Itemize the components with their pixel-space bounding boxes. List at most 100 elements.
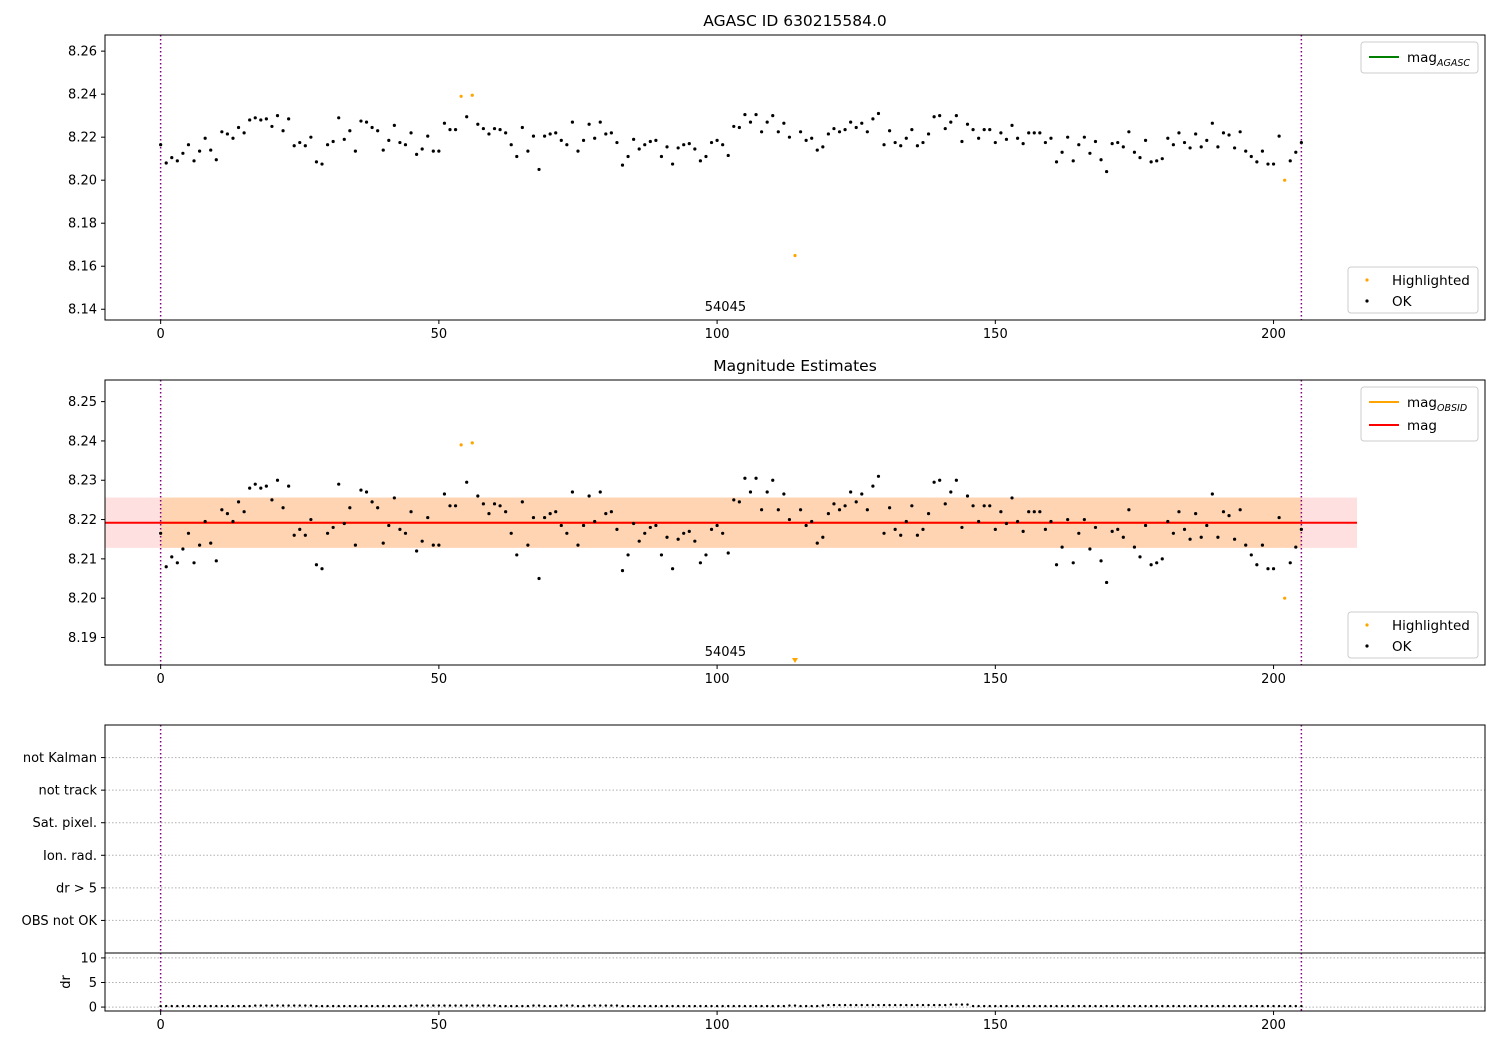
dr-point: [910, 1003, 914, 1007]
dr-point: [159, 1004, 162, 1008]
dr-point: [1255, 1004, 1259, 1008]
dr-point: [643, 1004, 646, 1008]
dr-point: [554, 1004, 557, 1008]
dr-point: [1166, 1004, 1170, 1008]
dr-point: [827, 1003, 830, 1007]
dr-point: [504, 1004, 507, 1008]
dr-point: [626, 1004, 630, 1008]
ok-point: [548, 132, 552, 136]
dr-point: [348, 1004, 352, 1008]
ok-point: [910, 128, 914, 132]
ok-point: [492, 502, 497, 506]
dr-point: [715, 1004, 719, 1008]
dr-point: [170, 1004, 173, 1008]
ok-point: [181, 151, 185, 155]
ok-point: [1199, 145, 1203, 149]
ok-point: [554, 510, 558, 514]
dr-point: [665, 1004, 669, 1008]
highlighted-point: [470, 441, 474, 445]
ok-point: [760, 130, 764, 134]
ok-point: [999, 131, 1003, 135]
ok-point: [932, 480, 936, 484]
x-tick-label: 50: [431, 327, 448, 342]
ok-point: [587, 494, 591, 498]
ok-point: [1060, 150, 1064, 154]
ok-point: [926, 132, 931, 136]
ok-point: [1266, 567, 1270, 571]
ok-point: [320, 162, 324, 166]
ok-point: [242, 510, 246, 514]
ok-point: [159, 143, 163, 147]
ok-point: [281, 506, 285, 510]
y-tick-label: 8.18: [68, 217, 97, 232]
ok-point: [993, 140, 997, 145]
ok-point: [453, 128, 458, 132]
ok-point: [581, 523, 586, 528]
ok-point: [1255, 563, 1259, 567]
highlighted-point: [793, 253, 797, 258]
dr-point: [382, 1004, 385, 1008]
dr-point: [1233, 1004, 1236, 1008]
ok-point: [632, 521, 636, 526]
dr-point: [882, 1003, 886, 1007]
ok-point: [670, 567, 675, 571]
ok-point: [1160, 157, 1164, 161]
ok-point: [392, 496, 396, 500]
dr-point: [1200, 1004, 1203, 1008]
dr-point: [749, 1004, 752, 1008]
x-tick-label: 0: [157, 672, 165, 687]
ok-point: [292, 533, 296, 537]
ok-point: [609, 131, 613, 135]
ok-point: [748, 120, 753, 124]
ok-point: [231, 136, 235, 140]
dr-point: [498, 1004, 502, 1008]
ok-point: [487, 512, 491, 516]
ok-point: [960, 525, 964, 530]
dr-point: [754, 1004, 758, 1008]
ok-point: [1093, 139, 1098, 144]
dr-point: [927, 1003, 930, 1007]
ok-point: [1244, 149, 1248, 153]
ok-point: [1271, 567, 1276, 571]
ok-point: [492, 126, 497, 131]
dr-point: [777, 1004, 780, 1008]
dr-point: [838, 1003, 841, 1007]
ok-point: [542, 134, 547, 138]
ok-point: [170, 555, 174, 559]
ok-point: [1088, 151, 1092, 155]
ok-point: [1238, 508, 1242, 512]
dr-point: [982, 1004, 986, 1008]
ok-point: [604, 512, 608, 516]
ok-point: [743, 112, 747, 117]
ok-point: [743, 476, 747, 480]
ok-point: [893, 527, 897, 531]
dr-point: [1122, 1004, 1125, 1008]
ok-point: [988, 504, 992, 508]
legend-point-swatch: [1365, 644, 1369, 648]
ok-point: [337, 482, 341, 486]
ok-point: [665, 145, 669, 149]
ok-point: [709, 140, 714, 145]
dr-point: [398, 1004, 402, 1008]
ok-point: [726, 551, 730, 555]
ok-point: [1288, 561, 1292, 565]
ok-point: [1221, 510, 1226, 514]
ok-point: [1121, 535, 1125, 539]
ok-point: [342, 521, 346, 526]
dr-point: [1194, 1004, 1197, 1008]
ok-point: [1054, 160, 1059, 164]
dr-point: [181, 1004, 185, 1008]
ok-point: [843, 128, 847, 132]
panel-dr: 0 50 100 150 200 0 5 10 dr: [59, 951, 1486, 1033]
dr-point: [960, 1003, 964, 1006]
ok-point: [849, 120, 853, 124]
ok-point: [1277, 515, 1281, 520]
legend-point-swatch: [1365, 623, 1369, 627]
ok-point: [849, 490, 853, 494]
ok-point: [565, 143, 569, 147]
ok-point: [342, 137, 346, 141]
legend-line-label: magOBSID: [1407, 395, 1467, 414]
dr-point: [816, 1004, 819, 1008]
flag-category-label: not track: [38, 784, 97, 799]
plot-frame: [104, 379, 1486, 666]
